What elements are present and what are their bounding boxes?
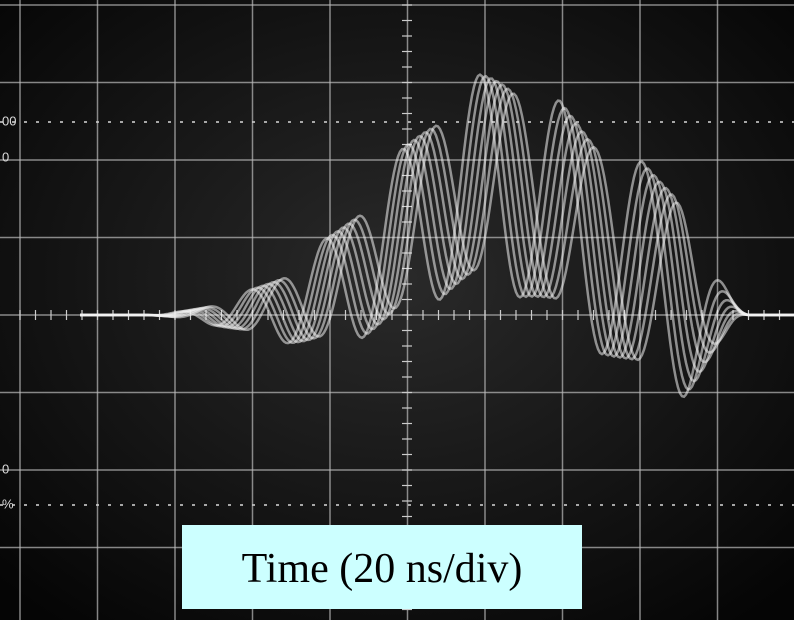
edge-label: %	[2, 496, 14, 511]
edge-label: 0	[2, 149, 9, 164]
page: 00 0 0 % Time (20 ns/div) (() => { const…	[0, 0, 794, 620]
edge-label: 0	[2, 461, 9, 476]
edge-label: 00	[2, 113, 16, 128]
caption: Time (20 ns/div)	[242, 546, 523, 592]
oscilloscope-photo: 00 0 0 % Time (20 ns/div)	[0, 0, 794, 620]
